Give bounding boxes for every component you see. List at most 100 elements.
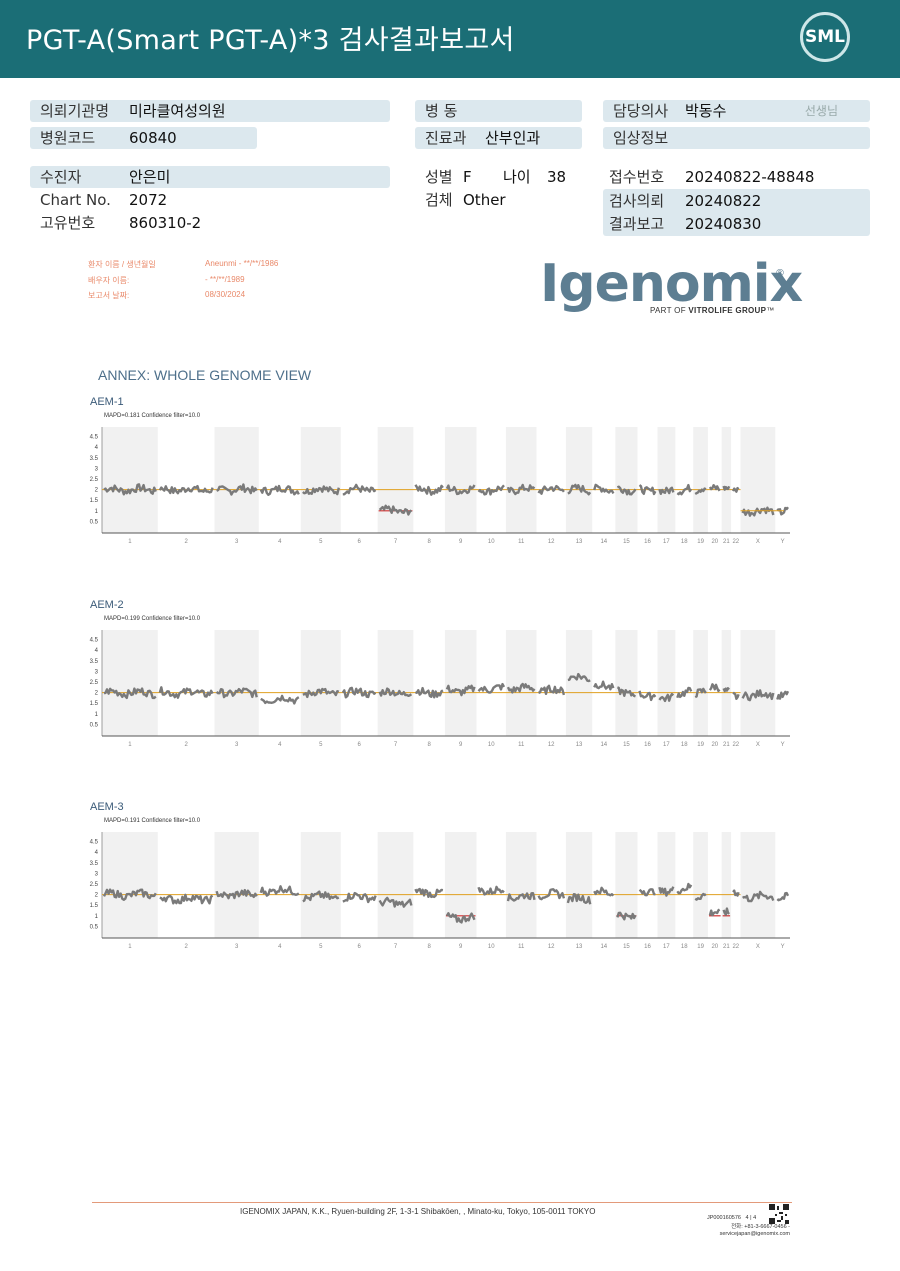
copy-number-trace [708,908,721,917]
clinical-label: 임상정보 [613,129,669,147]
copy-number-trace [506,682,536,694]
x-tick-label: 2 [184,742,188,748]
x-tick-label: 20 [711,944,718,950]
department-field: 진료과 산부인과 [415,127,582,149]
patient-value: 안은미 [129,168,171,186]
lab-report-date-value: 08/30/2024 [205,290,246,299]
doctor-field: 담당의사 박동수 선생님 [603,100,870,122]
tagline-prefix: PART OF [650,306,689,315]
sex-label: 성별 [425,168,453,186]
y-tick-label: 1 [95,509,99,515]
x-tick-label: 11 [518,539,525,545]
copy-number-trace [103,483,157,496]
x-tick-label: 22 [732,944,739,950]
copy-number-trace [776,506,789,516]
copy-number-trace [102,888,157,902]
y-tick-label: 1.5 [90,701,99,707]
x-tick-label: 3 [235,539,239,545]
copy-number-trace [567,483,592,496]
institution-label: 의뢰기관명 [40,102,110,120]
x-tick-label: 17 [663,944,670,950]
y-tick-label: 1 [95,914,99,920]
chromosome-band [740,427,776,533]
x-tick-label: 16 [644,539,651,545]
x-tick-label: 4 [278,742,282,748]
plot-3-title: AEM-3 [90,801,124,813]
chromosome-band [102,427,158,533]
x-tick-label: 19 [697,539,704,545]
copy-number-trace [658,486,675,496]
y-tick-label: 2.5 [90,882,99,888]
ward-field: 병 동 [415,100,582,122]
x-tick-label: 15 [623,539,630,545]
x-tick-label: 18 [681,539,688,545]
copy-number-trace [414,887,444,899]
x-tick-label: 1 [128,742,132,748]
copy-number-trace [215,687,258,699]
chromosome-band [740,832,776,938]
x-tick-label: 5 [319,539,323,545]
id-value: 860310-2 [129,214,202,232]
x-tick-label: 15 [623,742,630,748]
copy-number-trace [537,888,566,901]
y-tick-label: 4.5 [90,840,99,846]
x-tick-label: 22 [732,742,739,748]
x-tick-label: Y [781,539,785,545]
chromosome-band [300,427,341,533]
receipt-field: 접수번호 20240822-48848 [603,166,870,188]
chromosome-band [300,630,341,736]
copy-number-trace [216,483,258,496]
receipt-value: 20240822-48848 [685,168,815,186]
chromosome-band [657,427,676,533]
doctor-suffix: 선생님 [804,104,838,118]
x-tick-label: 2 [184,944,188,950]
copy-number-trace [694,892,707,901]
request-label: 검사의뢰 [609,192,665,210]
report-header: PGT-A(Smart PGT-A)*3 검사결과보고서 SML [0,0,900,78]
y-tick-label: 3.5 [90,659,99,665]
copy-number-trace [378,687,413,698]
x-tick-label: 9 [459,539,463,545]
copy-number-trace [159,893,214,905]
copy-number-trace [506,483,536,496]
x-tick-label: 12 [548,944,555,950]
chromosome-band [657,630,676,736]
x-tick-label: Y [781,742,785,748]
x-tick-label: 5 [319,742,323,748]
x-tick-label: 6 [358,944,362,950]
copy-number-trace [708,683,721,693]
x-tick-label: 20 [711,539,718,545]
x-tick-label: 11 [518,944,525,950]
sex-age-field: 성별 F 나이 38 [415,166,582,188]
x-tick-label: 14 [600,944,607,950]
y-tick-label: 3.5 [90,456,99,462]
sml-logo-text: SML [805,27,845,47]
chromosome-band [102,630,158,736]
copy-number-trace [722,485,731,491]
copy-number-trace [616,686,636,698]
copy-number-trace [506,892,536,902]
page-number: 4 | 4 [745,1215,757,1221]
x-tick-label: 1 [128,944,132,950]
x-tick-label: X [756,944,760,950]
hospital-code-value: 60840 [129,129,177,147]
patient-label: 수진자 [40,168,82,186]
copy-number-trace [676,483,693,496]
copy-number-trace [378,896,413,908]
chromosome-band [505,832,537,938]
copy-number-trace [658,692,675,703]
x-tick-label: 5 [319,944,323,950]
copy-number-trace [302,890,340,903]
copy-number-trace [776,891,790,902]
y-tick-label: 2 [95,893,99,899]
request-report-field: 검사의뢰 20240822 결과보고 20240830 [603,189,870,236]
x-tick-label: 21 [723,539,730,545]
chromosome-band [214,630,259,736]
footer-divider [92,1202,792,1203]
tagline-brand: VITROLIFE GROUP [688,306,767,315]
x-tick-label: 9 [459,944,463,950]
x-tick-label: 13 [576,742,583,748]
copy-number-trace [616,485,637,496]
igenomix-registered: ® [775,268,785,279]
copy-number-trace [341,686,377,699]
